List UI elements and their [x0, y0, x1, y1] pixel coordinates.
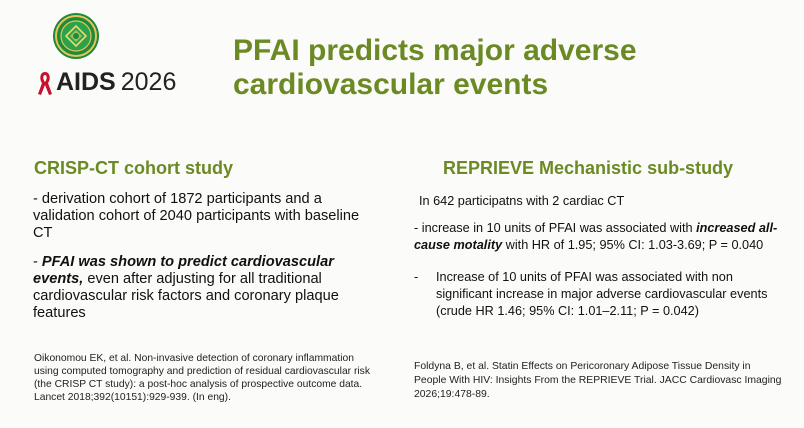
left-p2-emphasis: PFAI was shown to predict cardiovascular…: [33, 254, 334, 287]
left-paragraph-1: - derivation cohort of 1872 participants…: [33, 191, 360, 241]
right-reference: Foldyna B, et al. Statin Effects on Peri…: [414, 361, 782, 400]
right-column: In 642 participatns with 2 cardiac CT - …: [414, 188, 784, 320]
left-heading: CRISP-CT cohort study: [34, 158, 234, 178]
right-bullet-2: - Increase of 10 units of PFAI was associ…: [414, 269, 784, 320]
right-bullet-1: - increase in 10 units of PFAI was assoc…: [414, 220, 784, 254]
right-b1-rest: with HR of 1.95; 95% CI: 1.03-3.69; P = …: [502, 238, 764, 252]
conference-seal-logo: [53, 13, 99, 59]
right-b2-dash: -: [414, 270, 419, 284]
aids-2026-logo: AIDS 2026: [36, 68, 176, 97]
left-column: - derivation cohort of 1872 participants…: [33, 188, 378, 322]
right-b1-emphasis: increased all-cause motality: [414, 221, 778, 252]
left-p2-rest: even after adjusting for all traditional…: [33, 271, 339, 321]
right-heading: REPRIEVE Mechanistic sub-study: [443, 158, 734, 178]
logo-text: AIDS: [56, 68, 116, 96]
right-b1-prefix: - increase in 10 units of PFAI was assoc…: [414, 221, 697, 235]
right-b2-text: Increase of 10 units of PFAI was associa…: [436, 270, 768, 318]
logo-year: 2026: [120, 68, 177, 96]
left-paragraph-2: - PFAI was shown to predict cardiovascul…: [33, 254, 378, 322]
red-ribbon-icon: [38, 71, 52, 95]
right-intro: In 642 participatns with 2 cardiac CT: [419, 194, 625, 208]
left-reference: Oikonomou EK, et al. Non-invasive detect…: [34, 353, 370, 403]
slide-title: PFAI predicts major adverse cardiovascul…: [233, 34, 637, 101]
left-p2-prefix: -: [33, 254, 42, 270]
